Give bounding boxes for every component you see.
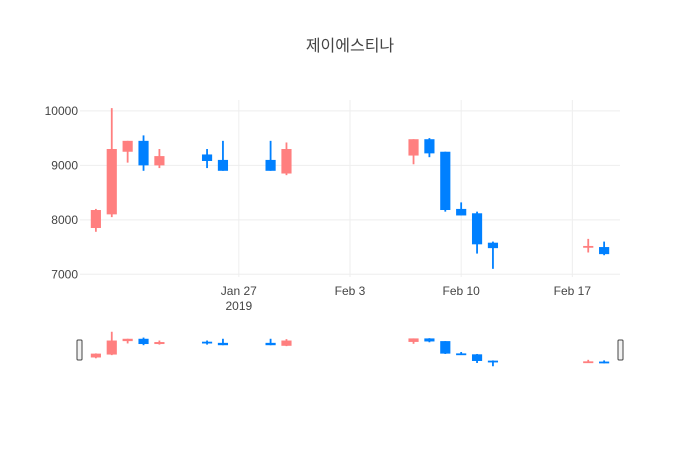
slider-candle-body [106, 340, 117, 355]
slider-candle-body [201, 341, 213, 344]
candle-body [408, 139, 419, 156]
slider-candle-body [217, 342, 229, 346]
candle-body [440, 151, 451, 211]
range-slider-right-handle[interactable] [617, 339, 624, 361]
x-tick-label: Feb 10 [442, 284, 480, 298]
candle-body [90, 210, 101, 228]
slider-candle-body [138, 338, 149, 345]
slider-candle-body [471, 354, 483, 361]
candle-body [201, 154, 213, 161]
candle-body [281, 149, 292, 174]
candle-body [217, 159, 229, 171]
x-tick-label: Jan 27 [221, 284, 257, 298]
slider-candle-body [90, 353, 101, 358]
slider-candle-body [265, 342, 276, 346]
chart-title: 제이에스티나 [305, 36, 395, 55]
candle-body [424, 139, 435, 154]
candle-body [122, 140, 133, 152]
candle-body [583, 245, 594, 248]
slider-candle-body [456, 353, 467, 356]
candle-body [487, 242, 499, 249]
candle-body [456, 208, 467, 216]
y-tick-label: 10000 [45, 104, 79, 118]
x-tick-label: Feb 17 [554, 284, 592, 298]
candle-body [154, 156, 165, 166]
range-slider-left-handle[interactable] [76, 339, 83, 361]
candle-body [138, 140, 149, 166]
slider-candle-body [599, 361, 610, 364]
slider-candle-body [408, 338, 419, 342]
candle-body [265, 159, 276, 171]
candle-body [471, 213, 483, 245]
slider-candle-body [424, 338, 435, 342]
slider-candle-body [583, 361, 594, 364]
x-tick-sublabel: 2019 [225, 299, 252, 313]
candle-body [106, 149, 117, 215]
candle-body [599, 247, 610, 255]
y-tick-label: 8000 [51, 213, 78, 227]
slider-candle-body [122, 338, 133, 342]
slider-candle-body [440, 341, 451, 354]
y-tick-label: 9000 [51, 158, 78, 172]
slider-candle-body [487, 360, 499, 363]
slider-candle-body [281, 340, 292, 346]
slider-candle-body [154, 342, 165, 345]
y-tick-label: 7000 [51, 267, 78, 281]
x-tick-label: Feb 3 [335, 284, 366, 298]
